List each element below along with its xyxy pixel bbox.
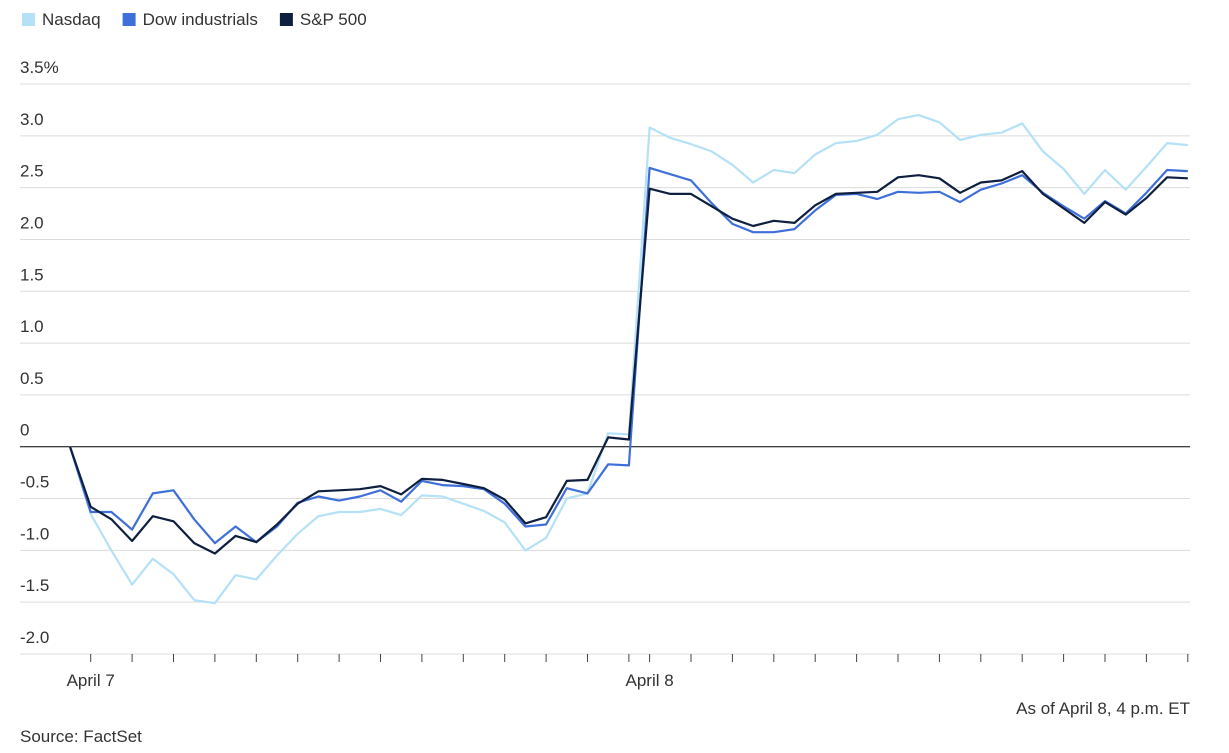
y-tick-label: 0.5 bbox=[20, 369, 44, 388]
series-line bbox=[68, 170, 1188, 555]
series-line bbox=[68, 166, 1188, 545]
y-tick-label: -1.0 bbox=[20, 524, 49, 543]
legend-label: Dow industrials bbox=[143, 10, 258, 29]
y-tick-label: 3.5% bbox=[20, 58, 59, 77]
y-tick-label: -0.5 bbox=[20, 473, 49, 492]
legend-swatch bbox=[122, 13, 136, 26]
series-line bbox=[68, 114, 1188, 605]
x-tick-label: April 8 bbox=[626, 671, 674, 690]
legend-swatch bbox=[279, 13, 293, 26]
x-tick-label: April 7 bbox=[67, 671, 115, 690]
y-tick-label: 2.0 bbox=[20, 213, 44, 232]
y-tick-label: 2.5 bbox=[20, 162, 44, 181]
y-tick-label: 0 bbox=[20, 421, 29, 440]
legend-label: S&P 500 bbox=[300, 10, 367, 29]
annotation: As of April 8, 4 p.m. ET bbox=[1016, 699, 1190, 718]
legend-swatch bbox=[22, 13, 35, 26]
y-tick-label: -2.0 bbox=[20, 628, 49, 647]
y-tick-label: -1.5 bbox=[20, 576, 49, 595]
y-tick-label: 1.0 bbox=[20, 317, 44, 336]
y-tick-label: 1.5 bbox=[20, 265, 44, 284]
y-tick-label: 3.0 bbox=[20, 110, 44, 129]
legend-label: Nasdaq bbox=[42, 10, 101, 29]
source: Source: FactSet bbox=[20, 727, 142, 746]
